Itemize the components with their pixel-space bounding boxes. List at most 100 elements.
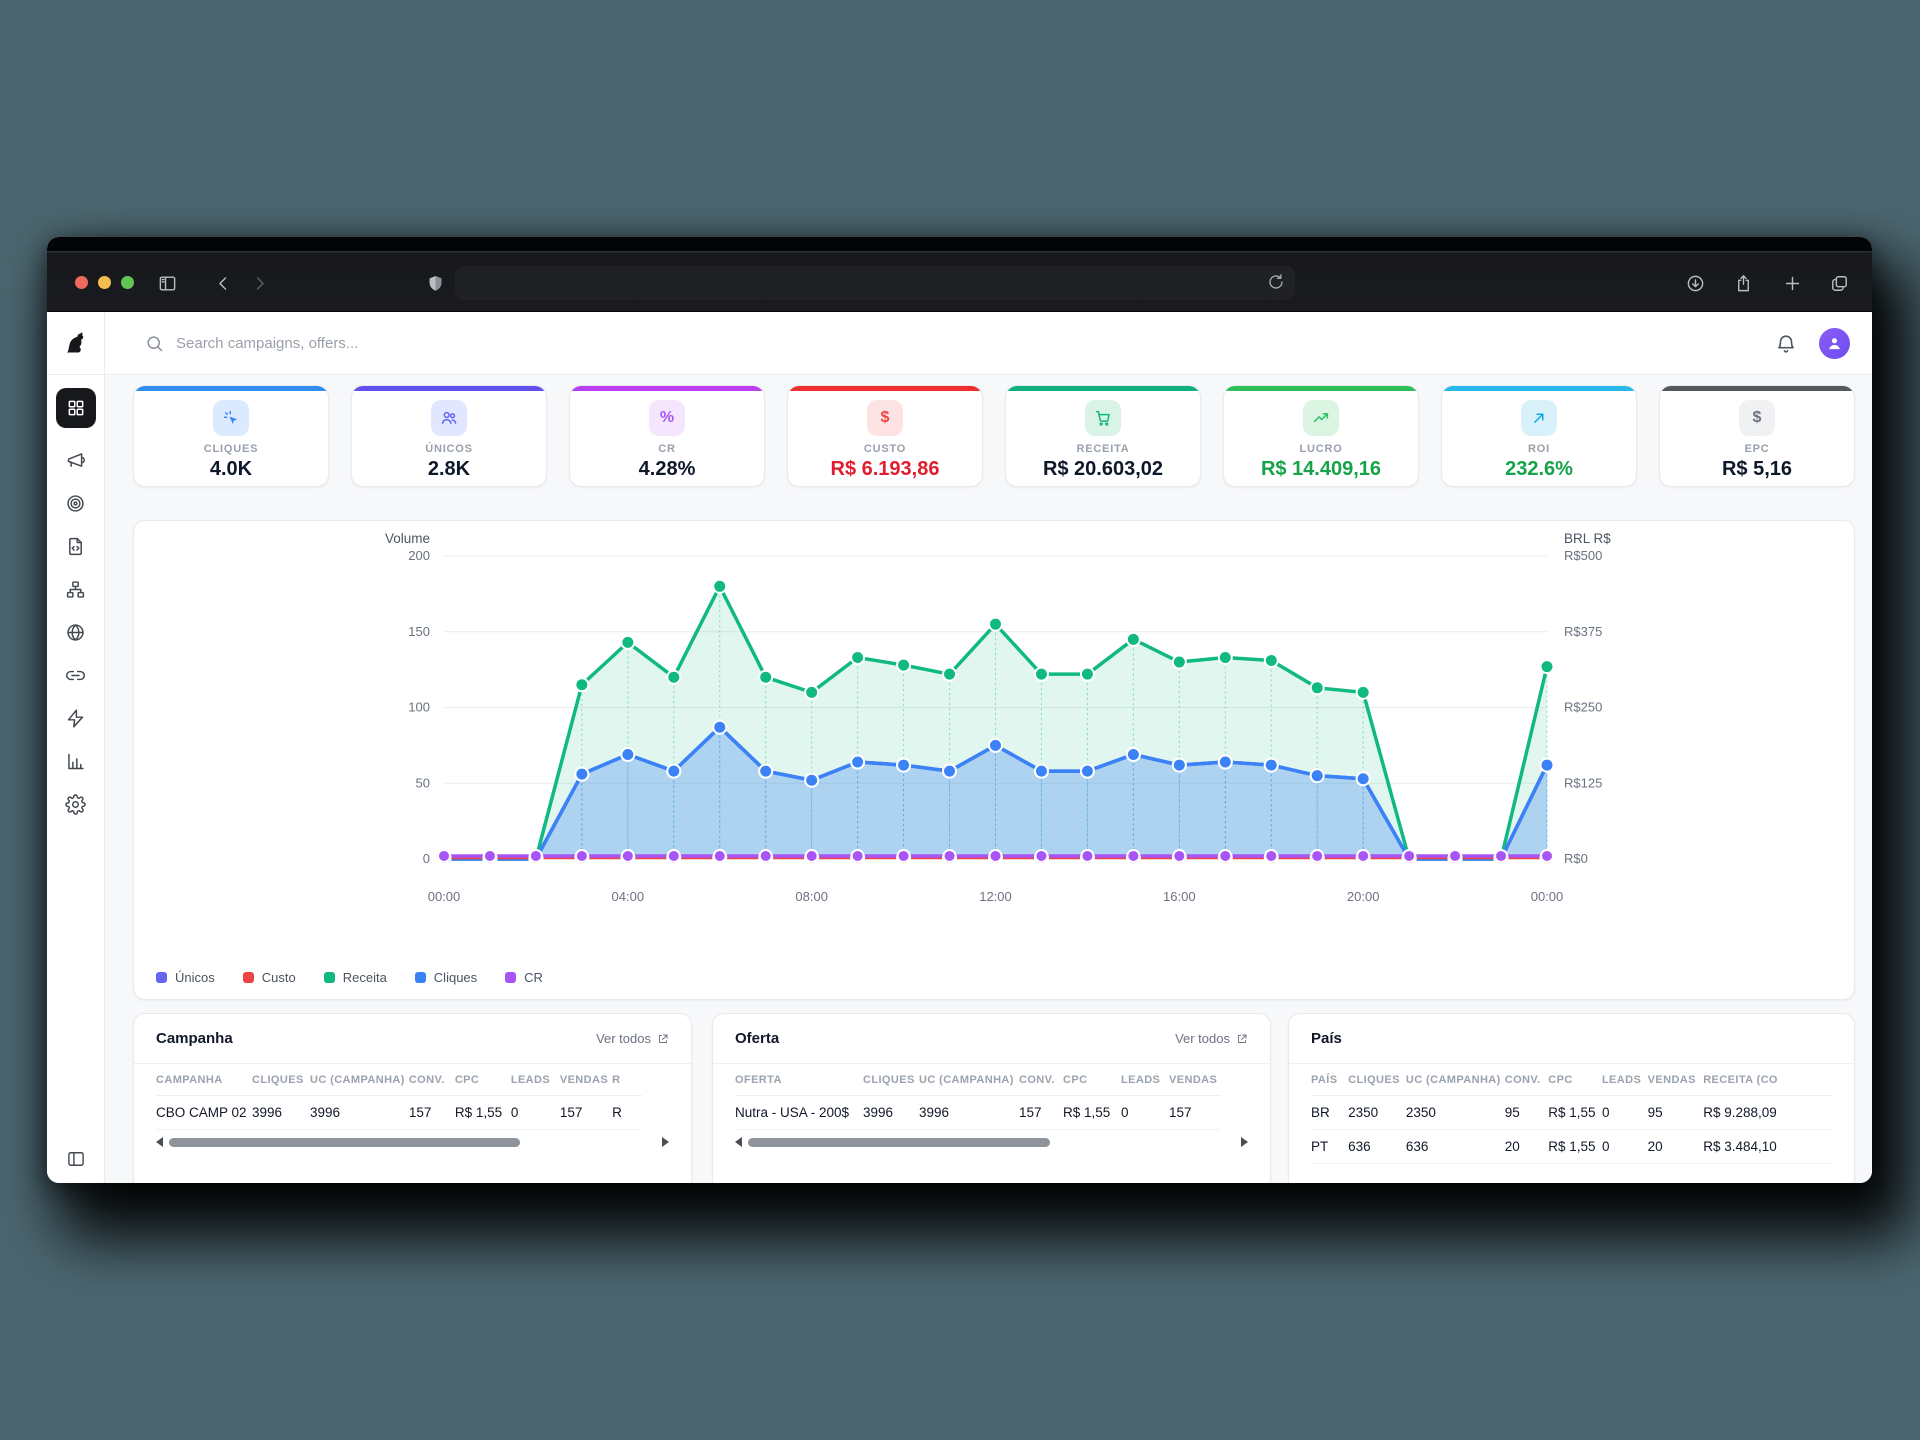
- pais-table-card: País PAÍS CLIQUES UC (CAMPANHA) CONV. CPC LEA…: [1288, 1013, 1855, 1183]
- horizontal-scrollbar[interactable]: [156, 1137, 669, 1147]
- sidebar-item-postbacks[interactable]: [65, 535, 87, 557]
- arrow-up-right-icon: [1521, 400, 1557, 436]
- app-logo[interactable]: [47, 312, 104, 375]
- kpi-accent-bar: [1006, 386, 1200, 391]
- svg-text:150: 150: [408, 624, 430, 639]
- chart-legend: Únicos Custo Receita Cliques CR: [156, 970, 543, 985]
- kpi-accent-bar: [788, 386, 982, 391]
- cursor-click-icon: [213, 400, 249, 436]
- svg-text:00:00: 00:00: [428, 889, 461, 904]
- tabs-overview-icon[interactable]: [1823, 267, 1855, 299]
- shopping-cart-icon: [1085, 400, 1121, 436]
- kpi-label: LUCRO: [1299, 443, 1343, 455]
- sidebar-item-automations[interactable]: [65, 707, 87, 729]
- sidebar-item-split-tests[interactable]: [65, 578, 87, 600]
- scrollbar-thumb[interactable]: [169, 1137, 520, 1147]
- traffic-chart-card: 200 R$500 150 R$375 100 R$250 50 R$125 0 R$0 Volum…: [133, 520, 1855, 1000]
- minimize-window-button[interactable]: [98, 276, 111, 289]
- sidebar-item-campaigns[interactable]: [65, 449, 87, 471]
- table-header-row: CAMPANHA CLIQUES UC (CAMPANHA) CONV. CPC LEAD…: [156, 1064, 643, 1096]
- sidebar-item-dashboard[interactable]: [55, 388, 96, 428]
- table-row[interactable]: CBO CAMP 02 3996 3996 157 R$ 1,55 0 157 R: [156, 1095, 643, 1130]
- svg-text:200: 200: [408, 548, 430, 563]
- file-code-icon: [69, 537, 82, 555]
- svg-text:R$125: R$125: [1564, 775, 1602, 790]
- reload-icon[interactable]: [1267, 273, 1287, 293]
- trending-up-icon: [1303, 400, 1339, 436]
- ver-todos-link[interactable]: Ver todos: [1175, 1031, 1248, 1046]
- legend-item-custo[interactable]: Custo: [242, 970, 296, 985]
- horizontal-scrollbar[interactable]: [735, 1137, 1248, 1147]
- percent-icon: %: [649, 400, 685, 436]
- scroll-right-arrow[interactable]: [1241, 1137, 1248, 1147]
- svg-text:0: 0: [423, 851, 430, 866]
- table-row[interactable]: Nutra - USA - 200$ 3996 3996 157 R$ 1,55 0 157: [735, 1095, 1222, 1130]
- kpi-label: CUSTO: [863, 443, 907, 455]
- scrollbar-track[interactable]: [748, 1137, 1235, 1147]
- zoom-window-button[interactable]: [121, 276, 134, 289]
- scroll-left-arrow[interactable]: [735, 1137, 742, 1147]
- panel-left-icon: [68, 1152, 84, 1166]
- address-bar[interactable]: [455, 266, 1295, 300]
- scroll-left-arrow[interactable]: [156, 1137, 163, 1147]
- back-icon[interactable]: [207, 267, 239, 299]
- forward-icon[interactable]: [243, 267, 275, 299]
- new-tab-icon[interactable]: [1776, 267, 1808, 299]
- kpi-value: 4.28%: [638, 458, 696, 480]
- kpi-value: R$ 6.193,86: [830, 458, 940, 480]
- bar-chart-icon: [68, 753, 84, 769]
- sidebar-item-reports[interactable]: [65, 750, 87, 772]
- shield-icon[interactable]: [419, 267, 451, 299]
- legend-item-cliques[interactable]: Cliques: [414, 970, 477, 985]
- kpi-label: EPC: [1744, 443, 1770, 455]
- legend-item-receita[interactable]: Receita: [323, 970, 387, 985]
- collapse-sidebar-button[interactable]: [47, 1149, 105, 1169]
- scroll-right-arrow[interactable]: [662, 1137, 669, 1147]
- table-row[interactable]: BR 2350 2350 95 R$ 1,55 0 95 R$ 9.288,09: [1311, 1095, 1832, 1130]
- user-avatar[interactable]: [1819, 328, 1850, 359]
- svg-text:12:00: 12:00: [979, 889, 1012, 904]
- svg-text:100: 100: [408, 700, 430, 715]
- share-icon[interactable]: [1727, 267, 1759, 299]
- kpi-accent-bar: [1224, 386, 1418, 391]
- kpi-card-receita: RECEITA R$ 20.603,02: [1005, 385, 1201, 487]
- svg-text:04:00: 04:00: [612, 889, 645, 904]
- sidebar-toggle-icon[interactable]: [151, 267, 183, 299]
- external-link-icon: [659, 1034, 668, 1043]
- gear-icon: [65, 793, 86, 815]
- kpi-row: CLIQUES 4.0K ÚNICOS 2.8K % CR 4.28% $: [133, 385, 1855, 487]
- table-row[interactable]: PT 636 636 20 R$ 1,55 0 20 R$ 3.484,10: [1311, 1129, 1832, 1164]
- kpi-value: 4.0K: [209, 458, 253, 480]
- sidebar-item-settings[interactable]: [65, 793, 87, 815]
- card-title: Campanha: [156, 1030, 233, 1047]
- legend-item-unicos[interactable]: Únicos: [156, 970, 215, 985]
- line-area-chart[interactable]: 200 R$500 150 R$375 100 R$250 50 R$125 0 R$0 Volum…: [134, 521, 1856, 1001]
- kpi-accent-bar: [570, 386, 764, 391]
- legend-item-cr[interactable]: CR: [505, 970, 543, 985]
- notifications-bell-icon[interactable]: [1775, 333, 1797, 355]
- kpi-value: R$ 5,16: [1721, 458, 1793, 480]
- svg-text:R$500: R$500: [1564, 548, 1602, 563]
- megaphone-icon: [67, 452, 85, 467]
- sidebar-item-links[interactable]: [65, 664, 87, 686]
- sidebar-item-domains[interactable]: [65, 621, 87, 643]
- browser-titlebar: [47, 237, 1872, 312]
- browser-window: CLIQUES 4.0K ÚNICOS 2.8K % CR 4.28% $: [47, 237, 1872, 1183]
- dog-logo-icon: [66, 331, 84, 353]
- close-window-button[interactable]: [75, 276, 88, 289]
- svg-text:50: 50: [416, 775, 430, 790]
- kpi-label: ÚNICOS: [425, 443, 473, 455]
- link-icon: [66, 670, 85, 680]
- ver-todos-link[interactable]: Ver todos: [596, 1031, 669, 1046]
- scrollbar-thumb[interactable]: [748, 1137, 1050, 1147]
- svg-text:08:00: 08:00: [795, 889, 828, 904]
- search-icon: [147, 336, 163, 352]
- sidebar-item-targets[interactable]: [65, 492, 87, 514]
- scrollbar-track[interactable]: [169, 1137, 656, 1147]
- kpi-card-lucro: LUCRO R$ 14.409,16: [1223, 385, 1419, 487]
- kpi-accent-bar: [134, 386, 328, 391]
- dollar-icon: $: [1739, 400, 1775, 436]
- downloads-icon[interactable]: [1679, 267, 1711, 299]
- svg-text:BRL R$: BRL R$: [1564, 531, 1611, 546]
- search-input[interactable]: [176, 335, 596, 352]
